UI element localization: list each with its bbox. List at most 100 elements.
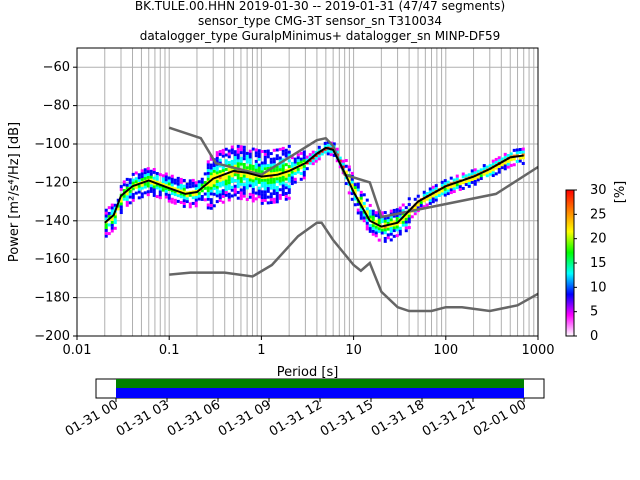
pdf-cell bbox=[242, 151, 246, 155]
pdf-cell bbox=[203, 181, 207, 185]
colorbar-tick-label: 5 bbox=[590, 305, 598, 320]
pdf-cell bbox=[236, 165, 240, 169]
pdf-cell bbox=[269, 152, 273, 156]
pdf-cell bbox=[473, 179, 477, 183]
pdf-cell bbox=[368, 203, 372, 207]
timeline-tick-label: 01-31 18 bbox=[369, 397, 427, 439]
pdf-cell bbox=[479, 177, 483, 181]
pdf-cell bbox=[230, 180, 234, 184]
pdf-cell bbox=[245, 177, 249, 181]
pdf-cell bbox=[464, 174, 468, 178]
pdf-cell bbox=[455, 183, 459, 187]
pdf-cell bbox=[398, 215, 402, 219]
pdf-cell bbox=[266, 166, 270, 170]
pdf-cell bbox=[278, 196, 282, 200]
pdf-cell bbox=[302, 164, 306, 168]
pdf-cell bbox=[275, 197, 279, 201]
pdf-cell bbox=[413, 206, 417, 210]
pdf-cell bbox=[293, 163, 297, 167]
pdf-cell bbox=[395, 228, 399, 232]
pdf-cell bbox=[287, 159, 291, 163]
pdf-cell bbox=[386, 236, 390, 240]
pdf-cell bbox=[263, 190, 267, 194]
pdf-cell bbox=[254, 165, 258, 169]
pdf-cell bbox=[212, 175, 216, 179]
pdf-cell bbox=[227, 184, 231, 188]
pdf-cell bbox=[302, 156, 306, 160]
pdf-cell bbox=[371, 226, 375, 230]
pdf-cell bbox=[146, 181, 150, 185]
pdf-cell bbox=[380, 211, 384, 215]
pdf-cell bbox=[158, 196, 162, 200]
pdf-cell bbox=[362, 201, 366, 205]
pdf-cell bbox=[293, 157, 297, 161]
pdf-cell bbox=[266, 189, 270, 193]
pdf-cell bbox=[218, 170, 222, 174]
pdf-cell bbox=[407, 203, 411, 207]
pdf-cell bbox=[128, 181, 132, 185]
pdf-cell bbox=[392, 229, 396, 233]
pdf-cell bbox=[482, 172, 486, 176]
pdf-cell bbox=[500, 163, 504, 167]
pdf-cell bbox=[362, 216, 366, 220]
pdf-cell bbox=[230, 188, 234, 192]
pdf-cell bbox=[227, 181, 231, 185]
pdf-cell bbox=[347, 165, 351, 169]
pdf-cell bbox=[398, 232, 402, 236]
pdf-cell bbox=[395, 234, 399, 238]
pdf-cell bbox=[227, 152, 231, 156]
pdf-cell bbox=[461, 186, 465, 190]
pdf-cell bbox=[215, 156, 219, 160]
pdf-cell bbox=[224, 193, 228, 197]
pdf-cell bbox=[257, 169, 261, 173]
pdf-cell bbox=[218, 173, 222, 177]
pdf-cell bbox=[263, 193, 267, 197]
pdf-cell bbox=[212, 178, 216, 182]
pdf-cell bbox=[245, 166, 249, 170]
pdf-cell bbox=[284, 163, 288, 167]
pdf-cell bbox=[401, 223, 405, 227]
pdf-cell bbox=[263, 149, 267, 153]
pdf-cell bbox=[275, 171, 279, 175]
pdf-cell bbox=[170, 189, 174, 193]
pdf-cell bbox=[356, 185, 360, 189]
pdf-cell bbox=[356, 182, 360, 186]
pdf-cell bbox=[200, 189, 204, 193]
x-tick-label: 0.01 bbox=[63, 343, 92, 358]
pdf-cell bbox=[209, 189, 213, 193]
pdf-cell bbox=[104, 234, 108, 238]
pdf-cell bbox=[509, 152, 513, 156]
pdf-cell bbox=[110, 223, 114, 227]
pdf-cell bbox=[110, 206, 114, 210]
pdf-cell bbox=[194, 195, 198, 199]
pdf-cell bbox=[206, 194, 210, 198]
pdf-cell bbox=[473, 176, 477, 180]
pdf-cell bbox=[242, 194, 246, 198]
pdf-cell bbox=[512, 157, 516, 161]
pdf-cell bbox=[404, 217, 408, 221]
pdf-cell bbox=[263, 181, 267, 185]
pdf-cell bbox=[308, 161, 312, 165]
y-tick-label: −120 bbox=[34, 175, 70, 190]
pdf-cell bbox=[287, 167, 291, 171]
pdf-cell bbox=[293, 169, 297, 173]
pdf-cell bbox=[113, 218, 117, 222]
pdf-cell bbox=[437, 191, 441, 195]
pdf-cell bbox=[233, 190, 237, 194]
pdf-cell bbox=[236, 179, 240, 183]
pdf-cell bbox=[134, 177, 138, 181]
pdf-cell bbox=[518, 148, 522, 152]
pdf-cell bbox=[188, 179, 192, 183]
pdf-cell bbox=[272, 163, 276, 167]
pdf-cell bbox=[215, 200, 219, 204]
pdf-cell bbox=[296, 167, 300, 171]
pdf-cell bbox=[125, 198, 129, 202]
pdf-cell bbox=[143, 185, 147, 189]
pdf-cell bbox=[206, 183, 210, 187]
pdf-cell bbox=[476, 169, 480, 173]
x-tick-label: 1000 bbox=[521, 343, 554, 358]
pdf-cell bbox=[473, 171, 477, 175]
pdf-cell bbox=[125, 177, 129, 181]
pdf-cell bbox=[374, 214, 378, 218]
pdf-cell bbox=[230, 145, 234, 149]
